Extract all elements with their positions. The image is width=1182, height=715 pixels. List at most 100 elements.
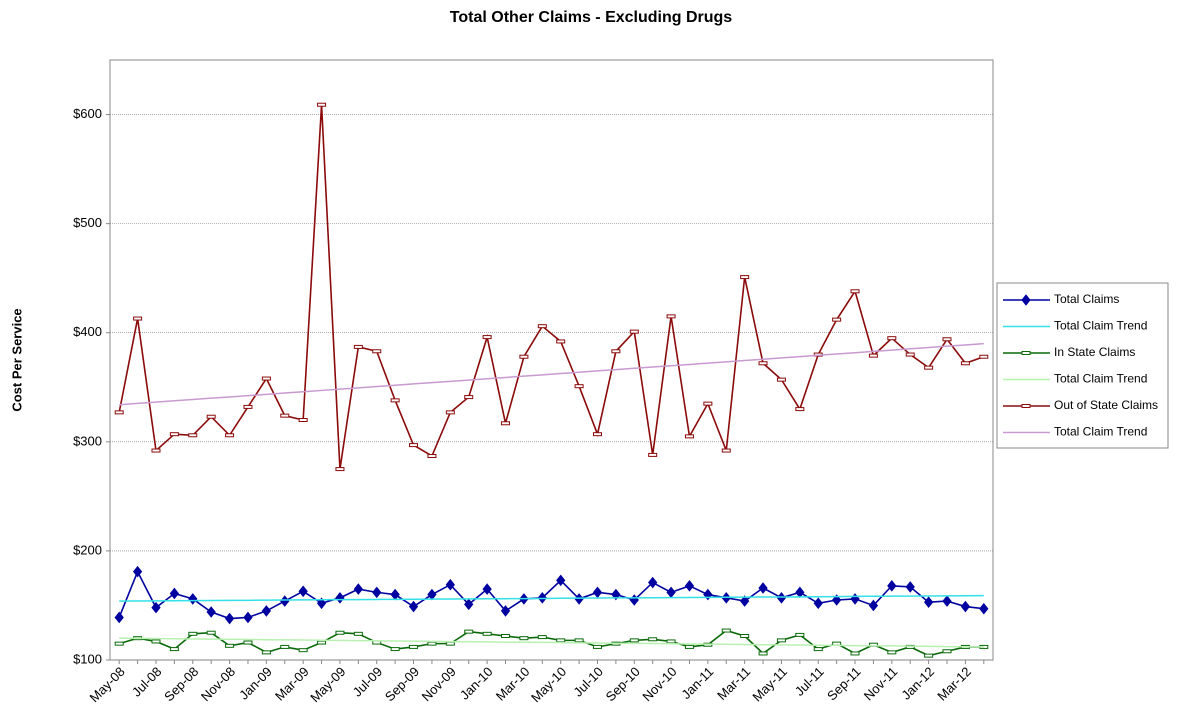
point xyxy=(776,592,787,604)
legend-marker xyxy=(1021,404,1031,408)
point xyxy=(979,354,989,359)
point xyxy=(335,630,345,635)
point xyxy=(887,650,897,655)
chart-title: Total Other Claims - Excluding Drugs xyxy=(450,9,733,26)
point xyxy=(758,582,768,594)
point xyxy=(169,647,179,652)
point xyxy=(703,401,713,406)
point xyxy=(850,593,860,605)
point xyxy=(261,605,272,617)
point xyxy=(758,361,768,366)
point xyxy=(151,639,161,644)
x-tick-label: Sep-08 xyxy=(161,664,201,704)
x-tick-label: Jul-10 xyxy=(570,664,606,700)
point xyxy=(243,404,253,409)
legend-label: Total Claim Trend xyxy=(1054,425,1147,439)
point xyxy=(556,339,566,344)
point xyxy=(648,637,658,642)
x-tick-label: May-10 xyxy=(528,664,569,705)
point xyxy=(500,605,511,617)
trend-line xyxy=(119,594,984,602)
x-tick-label: Nov-09 xyxy=(419,664,459,704)
point xyxy=(188,631,198,636)
point xyxy=(335,592,345,604)
point xyxy=(942,337,952,342)
point xyxy=(298,418,308,422)
point xyxy=(666,314,676,319)
point xyxy=(850,651,860,656)
point xyxy=(501,421,511,426)
point xyxy=(501,634,511,638)
point xyxy=(261,650,271,655)
point xyxy=(427,588,437,601)
point xyxy=(188,593,198,605)
trend-line xyxy=(119,342,984,406)
point xyxy=(206,606,216,618)
point xyxy=(243,640,253,645)
point xyxy=(409,644,419,649)
point xyxy=(114,641,124,646)
legend-label: In State Claims xyxy=(1054,345,1135,359)
legend-label: Out of State Claims xyxy=(1054,398,1158,412)
x-tick-label: Nov-11 xyxy=(861,664,901,704)
point xyxy=(942,595,952,607)
point xyxy=(868,599,879,612)
point xyxy=(261,376,271,381)
point xyxy=(151,601,161,614)
legend-marker xyxy=(1021,351,1031,355)
point xyxy=(684,644,694,649)
x-tick-label: Nov-08 xyxy=(198,664,238,704)
trend-line xyxy=(119,637,984,648)
point xyxy=(151,448,161,453)
point xyxy=(813,597,823,610)
point xyxy=(482,335,492,340)
point xyxy=(169,587,180,600)
point xyxy=(280,413,290,418)
point xyxy=(905,581,915,593)
point xyxy=(390,398,400,403)
point xyxy=(280,595,290,607)
point xyxy=(188,433,198,438)
point xyxy=(832,317,842,322)
point xyxy=(519,636,529,641)
y-tick-label: $500 xyxy=(73,215,102,230)
point xyxy=(225,433,235,438)
point xyxy=(132,565,143,578)
point xyxy=(942,649,952,654)
point xyxy=(206,630,216,635)
point xyxy=(317,640,327,645)
point xyxy=(721,628,731,633)
x-tick-label: Jan-12 xyxy=(898,664,937,703)
point xyxy=(353,631,363,636)
y-tick-label: $300 xyxy=(73,433,102,448)
legend-marker xyxy=(1021,294,1031,306)
point xyxy=(960,361,970,366)
point xyxy=(648,452,658,457)
x-tick-label: Jul-08 xyxy=(129,664,165,700)
point xyxy=(445,410,455,415)
point xyxy=(445,641,455,646)
point xyxy=(316,597,327,610)
point xyxy=(390,647,400,652)
x-tick-label: Jan-10 xyxy=(457,664,496,703)
x-tick-label: Nov-10 xyxy=(639,664,679,704)
point xyxy=(629,329,639,334)
x-tick-label: May-11 xyxy=(749,664,790,705)
point xyxy=(317,102,327,107)
point xyxy=(629,638,639,643)
point xyxy=(427,454,437,458)
point xyxy=(868,353,878,358)
point xyxy=(795,586,805,599)
y-tick-label: $100 xyxy=(73,651,102,666)
x-tick-label: Jan-11 xyxy=(678,664,716,702)
point xyxy=(684,434,694,439)
point xyxy=(979,602,989,615)
point xyxy=(592,586,603,599)
point xyxy=(795,407,805,412)
point xyxy=(464,395,474,400)
point xyxy=(592,644,602,649)
y-tick-label: $400 xyxy=(73,324,102,339)
point xyxy=(464,629,474,634)
point xyxy=(280,644,290,649)
